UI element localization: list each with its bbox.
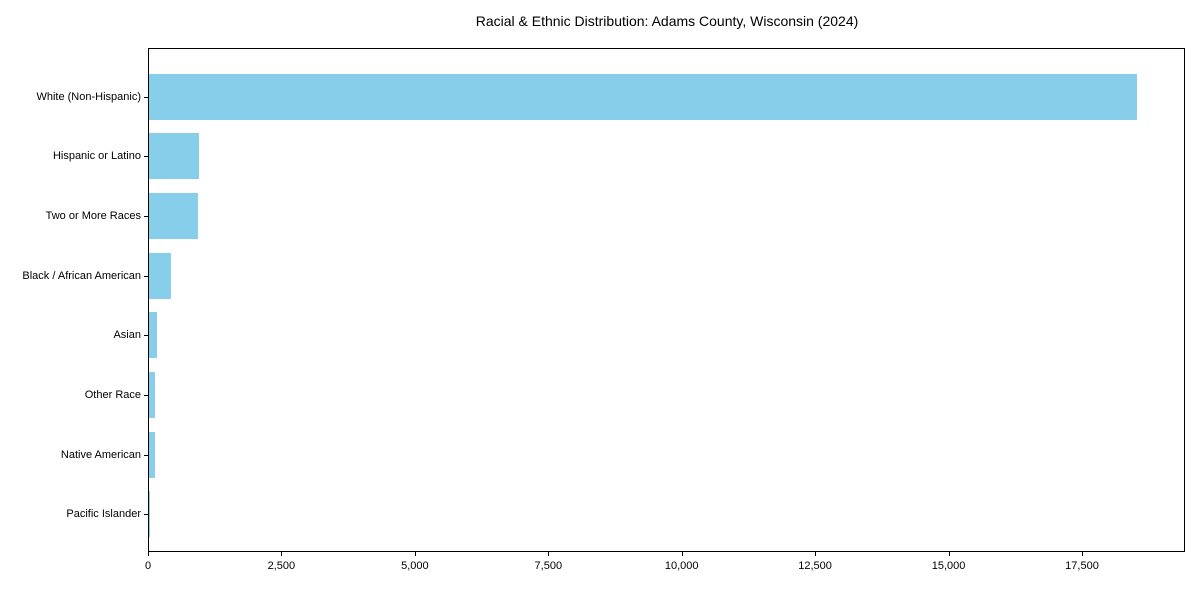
y-tick-label: Native American: [60, 448, 141, 461]
x-tick-label: 5,000: [401, 560, 429, 572]
bar-white-non-hispanic: [149, 73, 1137, 120]
bar-other-race: [149, 372, 156, 418]
bar-two-or-more-races: [149, 192, 199, 239]
x-tick-mark: [281, 552, 283, 556]
x-tick-mark: [1082, 552, 1083, 556]
x-tick-mark: [414, 552, 416, 556]
y-tick-mark: [144, 96, 148, 98]
x-tick-label: 17,500: [1065, 560, 1099, 572]
bar-native-american: [149, 431, 155, 478]
bar-black-african-american: [149, 252, 171, 299]
y-tick-label: Black / African American: [22, 269, 141, 282]
x-tick-label: 7,500: [534, 560, 563, 572]
y-tick-mark: [144, 215, 148, 217]
y-tick-label: Pacific Islander: [66, 508, 141, 521]
y-tick-mark: [144, 156, 148, 158]
x-tick-label: 15,000: [931, 560, 966, 572]
x-tick-mark: [148, 552, 149, 556]
y-tick-mark: [144, 514, 148, 516]
chart-title: Racial & Ethnic Distribution: Adams Coun…: [475, 13, 859, 29]
x-tick-label: 0: [144, 560, 152, 572]
x-tick-label: 10,000: [664, 560, 699, 572]
y-tick-label: Asian: [113, 329, 141, 342]
x-tick-mark: [948, 552, 950, 556]
y-tick-label: Other Race: [84, 389, 141, 401]
y-tick-mark: [144, 395, 148, 396]
x-tick-mark: [548, 552, 550, 556]
y-tick-label: Two or More Races: [45, 209, 141, 222]
y-tick-label: Hispanic or Latino: [52, 150, 141, 163]
x-tick-mark: [815, 552, 817, 556]
plot-area: [148, 48, 1185, 552]
x-tick-label: 2,500: [267, 560, 296, 572]
bar-asian: [149, 312, 157, 359]
x-tick-mark: [681, 552, 683, 556]
bar-pacific-islander: [149, 491, 150, 538]
y-tick-mark: [144, 335, 148, 337]
bar-hispanic-or-latino: [149, 133, 200, 180]
y-tick-label: White (Non-Hispanic): [36, 90, 141, 103]
y-tick-mark: [144, 275, 148, 277]
y-tick-mark: [144, 454, 148, 456]
x-tick-label: 12,500: [798, 560, 832, 572]
